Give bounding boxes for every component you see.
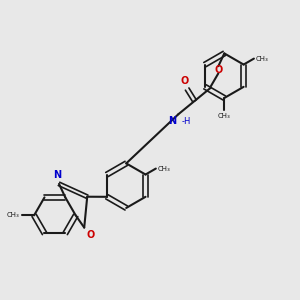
Text: CH₃: CH₃ (218, 113, 231, 119)
Text: -H: -H (181, 117, 190, 126)
Text: O: O (214, 65, 223, 75)
Text: O: O (181, 76, 189, 86)
Text: CH₃: CH₃ (255, 56, 268, 62)
Text: N: N (169, 116, 177, 126)
Text: O: O (86, 230, 94, 240)
Text: CH₃: CH₃ (7, 212, 20, 218)
Text: N: N (53, 170, 62, 180)
Text: CH₃: CH₃ (157, 166, 170, 172)
